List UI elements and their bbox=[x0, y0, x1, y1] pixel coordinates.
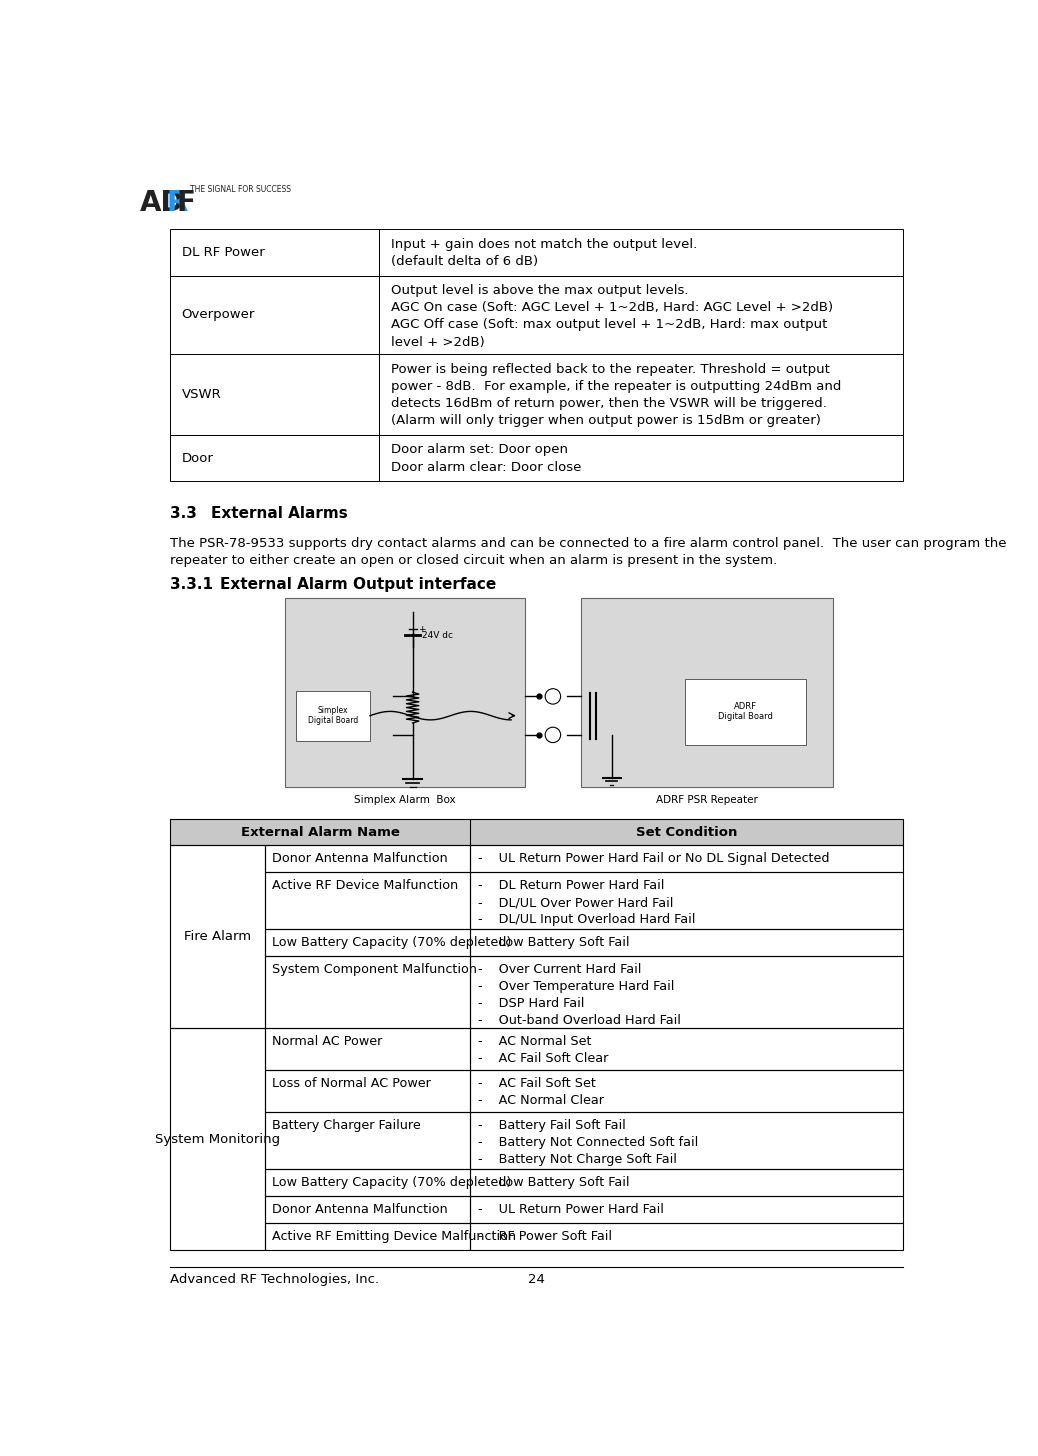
Text: -    UL Return Power Hard Fail: - UL Return Power Hard Fail bbox=[477, 1203, 663, 1216]
Text: R: R bbox=[166, 189, 188, 217]
Text: Normal AC Power: Normal AC Power bbox=[272, 1035, 383, 1048]
Text: DL RF Power: DL RF Power bbox=[182, 246, 265, 259]
Bar bbox=[379, 230, 903, 275]
Text: -    AC Fail Soft Set
-    AC Normal Clear: - AC Fail Soft Set - AC Normal Clear bbox=[477, 1077, 604, 1107]
Text: The PSR-78-9533 supports dry contact alarms and can be connected to a fire alarm: The PSR-78-9533 supports dry contact ala… bbox=[170, 537, 1007, 566]
Bar bbox=[379, 275, 903, 354]
Bar bbox=[265, 1223, 470, 1251]
Bar bbox=[470, 1223, 903, 1251]
Text: Loss of Normal AC Power: Loss of Normal AC Power bbox=[272, 1077, 431, 1091]
Bar bbox=[581, 598, 832, 786]
Text: Donor Antenna Malfunction: Donor Antenna Malfunction bbox=[272, 852, 448, 865]
Text: System Component Malfunction: System Component Malfunction bbox=[272, 964, 477, 976]
Text: Set Condition: Set Condition bbox=[636, 826, 737, 839]
Text: External Alarm Output interface: External Alarm Output interface bbox=[220, 577, 496, 591]
Bar bbox=[265, 1169, 470, 1197]
Bar bbox=[470, 929, 903, 957]
Text: Low Battery Capacity (70% depleted): Low Battery Capacity (70% depleted) bbox=[272, 936, 512, 949]
Text: -    UL Return Power Hard Fail or No DL Signal Detected: - UL Return Power Hard Fail or No DL Sig… bbox=[477, 852, 829, 865]
Text: Low Battery Capacity (70% depleted): Low Battery Capacity (70% depleted) bbox=[272, 1176, 512, 1190]
Text: Active RF Device Malfunction: Active RF Device Malfunction bbox=[272, 879, 459, 893]
Text: -    RF Power Soft Fail: - RF Power Soft Fail bbox=[477, 1230, 611, 1243]
Bar bbox=[170, 275, 379, 354]
Bar bbox=[170, 230, 379, 275]
Bar bbox=[470, 1112, 903, 1169]
Text: Output level is above the max output levels.
AGC On case (Soft: AGC Level + 1~2d: Output level is above the max output lev… bbox=[390, 284, 832, 348]
Text: ADRF PSR Repeater: ADRF PSR Repeater bbox=[656, 795, 758, 805]
Text: 24V dc: 24V dc bbox=[421, 630, 453, 639]
Bar bbox=[265, 846, 470, 872]
Text: -    DL Return Power Hard Fail
-    DL/UL Over Power Hard Fail
-    DL/UL Input : - DL Return Power Hard Fail - DL/UL Over… bbox=[477, 879, 695, 926]
Bar bbox=[379, 435, 903, 480]
Text: THE SIGNAL FOR SUCCESS: THE SIGNAL FOR SUCCESS bbox=[190, 185, 292, 194]
Text: -    Low Battery Soft Fail: - Low Battery Soft Fail bbox=[477, 1176, 629, 1190]
Bar bbox=[265, 1112, 470, 1169]
Bar bbox=[170, 1028, 265, 1251]
Bar bbox=[170, 435, 379, 480]
Bar bbox=[470, 872, 903, 929]
Text: AD: AD bbox=[140, 189, 185, 217]
Text: Simplex
Digital Board: Simplex Digital Board bbox=[308, 706, 358, 725]
Bar bbox=[170, 846, 265, 1028]
Bar bbox=[170, 354, 379, 435]
Bar bbox=[265, 1197, 470, 1223]
Bar bbox=[265, 872, 470, 929]
Text: -    AC Normal Set
-    AC Fail Soft Clear: - AC Normal Set - AC Fail Soft Clear bbox=[477, 1035, 608, 1064]
Text: Active RF Emitting Device Malfunction: Active RF Emitting Device Malfunction bbox=[272, 1230, 517, 1243]
Text: External Alarms: External Alarms bbox=[211, 505, 348, 521]
Bar bbox=[379, 354, 903, 435]
Text: Door: Door bbox=[182, 451, 214, 464]
Text: Advanced RF Technologies, Inc.: Advanced RF Technologies, Inc. bbox=[170, 1273, 379, 1286]
Text: Power is being reflected back to the repeater. Threshold = output
power - 8dB.  : Power is being reflected back to the rep… bbox=[390, 363, 841, 427]
Bar bbox=[170, 820, 903, 846]
Text: 24: 24 bbox=[528, 1273, 545, 1286]
Text: Input + gain does not match the output level.
(default delta of 6 dB): Input + gain does not match the output l… bbox=[390, 237, 696, 268]
Text: -    Battery Fail Soft Fail
-    Battery Not Connected Soft fail
-    Battery No: - Battery Fail Soft Fail - Battery Not C… bbox=[477, 1120, 698, 1166]
Bar bbox=[297, 690, 370, 741]
Text: -    Low Battery Soft Fail: - Low Battery Soft Fail bbox=[477, 936, 629, 949]
Bar bbox=[470, 1070, 903, 1112]
Text: VSWR: VSWR bbox=[182, 389, 221, 400]
Bar bbox=[685, 678, 805, 744]
Text: ADRF
Digital Board: ADRF Digital Board bbox=[718, 702, 773, 722]
Bar bbox=[265, 929, 470, 957]
Text: External Alarm Name: External Alarm Name bbox=[241, 826, 400, 839]
Text: 3.3: 3.3 bbox=[170, 505, 197, 521]
Text: Door alarm set: Door open
Door alarm clear: Door close: Door alarm set: Door open Door alarm cle… bbox=[390, 444, 581, 473]
Bar bbox=[265, 957, 470, 1028]
Text: Overpower: Overpower bbox=[182, 309, 255, 322]
Text: F: F bbox=[176, 189, 195, 217]
Bar bbox=[470, 1028, 903, 1070]
Text: Donor Antenna Malfunction: Donor Antenna Malfunction bbox=[272, 1203, 448, 1216]
Text: Battery Charger Failure: Battery Charger Failure bbox=[272, 1120, 421, 1133]
Bar bbox=[265, 1070, 470, 1112]
Text: -    Over Current Hard Fail
-    Over Temperature Hard Fail
-    DSP Hard Fail
-: - Over Current Hard Fail - Over Temperat… bbox=[477, 964, 681, 1026]
Text: System Monitoring: System Monitoring bbox=[155, 1133, 280, 1146]
Text: 3.3.1: 3.3.1 bbox=[170, 577, 213, 591]
Bar bbox=[470, 1197, 903, 1223]
Text: Fire Alarm: Fire Alarm bbox=[184, 930, 251, 943]
Bar bbox=[470, 846, 903, 872]
Bar bbox=[284, 598, 525, 786]
Text: +: + bbox=[418, 625, 426, 633]
Bar bbox=[470, 1169, 903, 1197]
Text: Simplex Alarm  Box: Simplex Alarm Box bbox=[354, 795, 456, 805]
Bar bbox=[265, 1028, 470, 1070]
Bar bbox=[470, 957, 903, 1028]
